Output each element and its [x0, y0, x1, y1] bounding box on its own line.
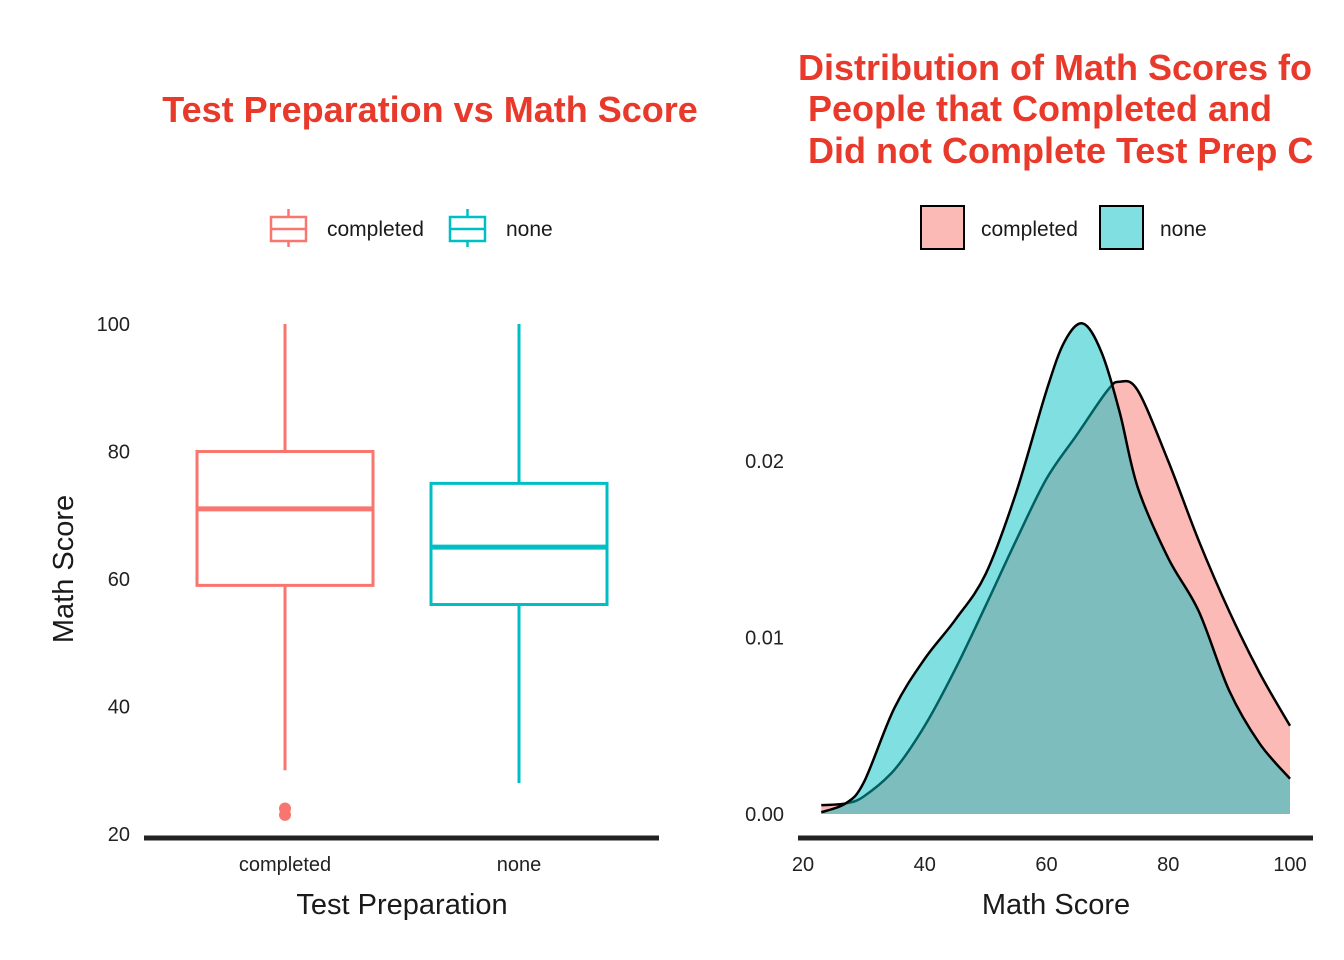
- density-areas: [820, 322, 1292, 814]
- density-y-ticks: 0.00 0.01 0.02: [745, 451, 784, 826]
- density-x-ticks: 20 40 60 80 100: [792, 854, 1307, 876]
- y-tick-label-20: 20: [108, 824, 130, 846]
- x-tick-label-60: 60: [1035, 854, 1057, 876]
- boxplot-y-ticks: 20 40 60 80 100: [97, 314, 130, 846]
- legend-key-completed: [920, 205, 965, 250]
- x-tick-label-none: none: [497, 854, 542, 876]
- boxplot-panel: Test Preparation vs Math Score completed…: [48, 89, 698, 921]
- density-area-none: [821, 323, 1290, 814]
- density-panel: Distribution of Math Scores fo People th…: [745, 47, 1313, 921]
- density-x-axis-title: Math Score: [982, 889, 1130, 921]
- box-iqr-completed: [195, 450, 375, 587]
- y-tick-label-60: 60: [108, 569, 130, 591]
- y-tick-label-100: 100: [97, 314, 130, 336]
- legend-label-completed: completed: [981, 218, 1078, 241]
- boxplot-title: Test Preparation vs Math Score: [162, 89, 698, 130]
- x-tick-label-80: 80: [1157, 854, 1179, 876]
- y-tick-label-1: 0.01: [745, 628, 784, 650]
- legend-label-none: none: [506, 218, 553, 241]
- box-iqr-none: [429, 481, 609, 606]
- x-tick-label-20: 20: [792, 854, 814, 876]
- x-tick-label-completed: completed: [239, 854, 331, 876]
- y-tick-label-2: 0.02: [745, 451, 784, 473]
- boxplot-boxes: [195, 324, 609, 821]
- legend-key-none: [448, 209, 487, 247]
- legend-key-completed: [269, 209, 308, 247]
- x-tick-label-40: 40: [914, 854, 936, 876]
- legend-label-completed: completed: [327, 218, 424, 241]
- boxplot-legend: completed none: [269, 209, 553, 247]
- density-curve-none: [820, 322, 1291, 814]
- box-completed: [195, 324, 375, 821]
- outlier-completed-1: [279, 802, 291, 815]
- y-tick-label-40: 40: [108, 697, 130, 719]
- boxplot-x-axis-title: Test Preparation: [296, 889, 507, 921]
- boxplot-x-ticks: completed none: [239, 854, 541, 876]
- density-title-line-1: Distribution of Math Scores fo: [798, 47, 1312, 88]
- boxplot-y-axis-title: Math Score: [48, 495, 80, 643]
- density-title-line-2: People that Completed and: [798, 88, 1272, 129]
- density-legend: completed none: [920, 205, 1207, 250]
- legend-key-none: [1099, 205, 1144, 250]
- y-tick-label-0: 0.00: [745, 804, 784, 826]
- density-title-line-3: Did not Complete Test Prep C: [798, 130, 1313, 171]
- x-tick-label-100: 100: [1273, 854, 1306, 876]
- legend-label-none: none: [1160, 218, 1207, 241]
- y-tick-label-80: 80: [108, 442, 130, 464]
- box-none: [429, 324, 609, 783]
